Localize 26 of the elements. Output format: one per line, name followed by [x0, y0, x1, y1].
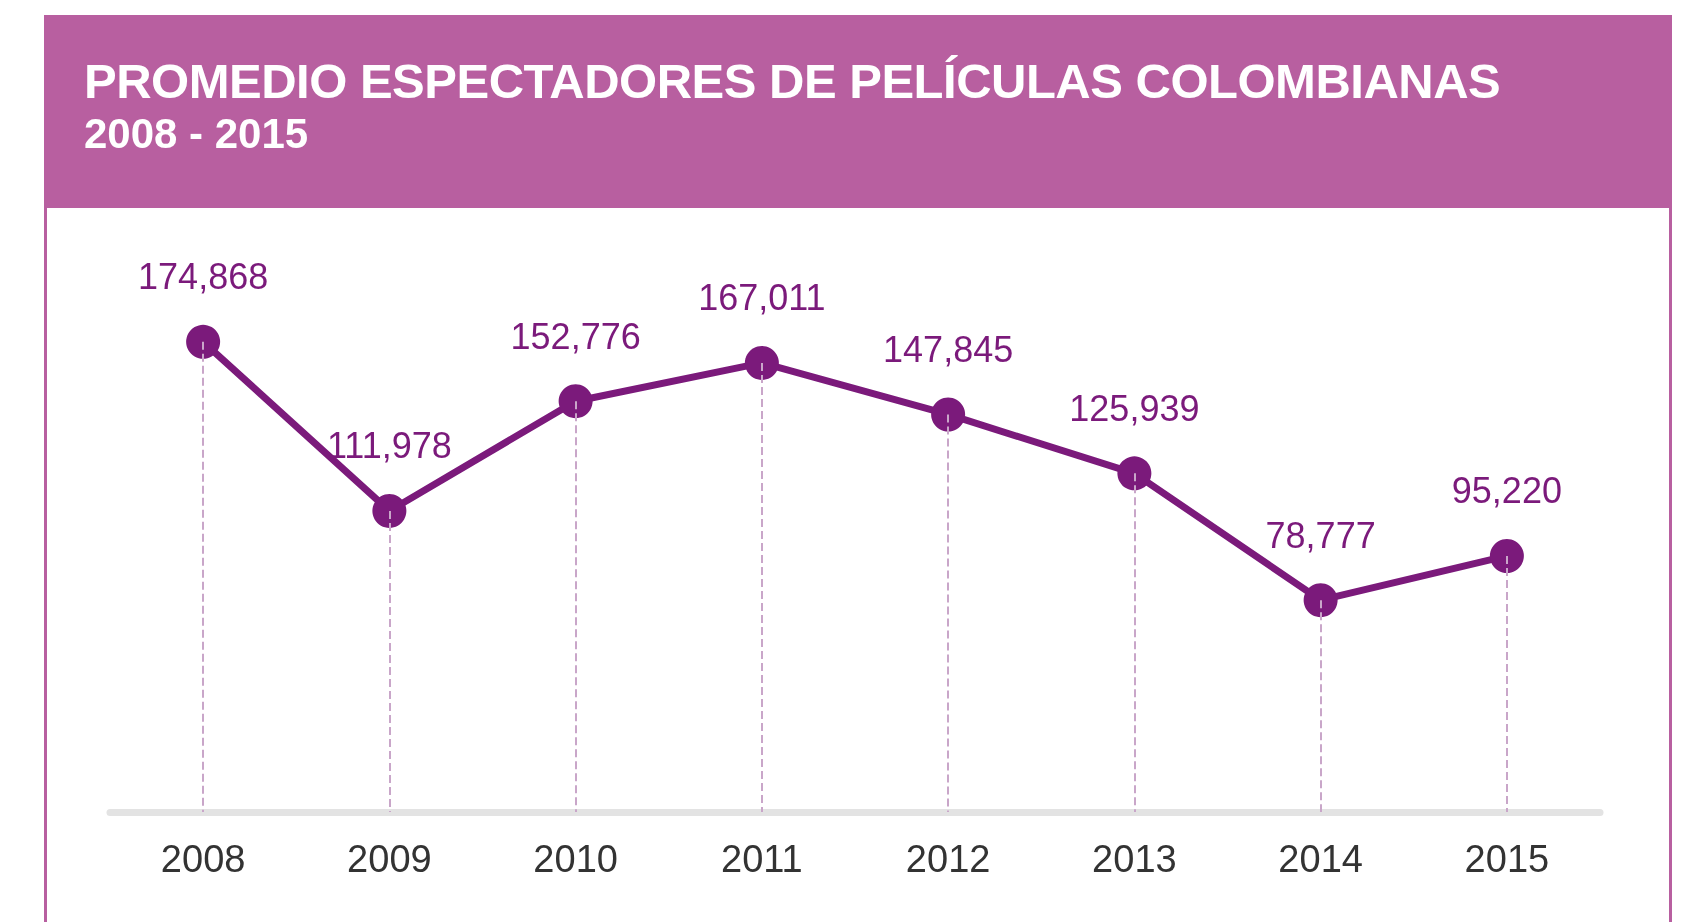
- point: [1489, 538, 1524, 573]
- point: [1303, 583, 1338, 618]
- point: [931, 397, 966, 432]
- point: [186, 324, 221, 359]
- x-tick-label: 2015: [1464, 838, 1550, 880]
- chart-subtitle: 2008 - 2015: [84, 108, 310, 159]
- point: [744, 345, 779, 380]
- x-tick-label: 2010: [533, 838, 618, 880]
- x-tick-label: 2009: [347, 838, 432, 880]
- chart-title: PROMEDIO ESPECTADORES DE PELÍCULAS COLOMBIANAS: [84, 54, 1502, 109]
- data-label: 95,220: [1451, 470, 1562, 512]
- x-tick-label: 2008: [160, 838, 246, 880]
- x-tick-label: 2011: [721, 838, 803, 880]
- data-label: 147,845: [883, 328, 1014, 370]
- x-tick-label: 2014: [1278, 838, 1363, 880]
- point: [372, 493, 407, 528]
- data-label: 125,939: [1069, 387, 1200, 429]
- data-label: 167,011: [698, 277, 826, 319]
- x-tick-label: 2012: [905, 838, 991, 880]
- x-tick-label: 2013: [1092, 838, 1177, 880]
- data-label: 111,978: [326, 425, 452, 467]
- data-label: 174,868: [138, 256, 269, 298]
- data-label: 78,777: [1265, 514, 1376, 556]
- data-label: 152,776: [510, 315, 641, 357]
- point: [558, 384, 593, 419]
- point: [1117, 456, 1152, 491]
